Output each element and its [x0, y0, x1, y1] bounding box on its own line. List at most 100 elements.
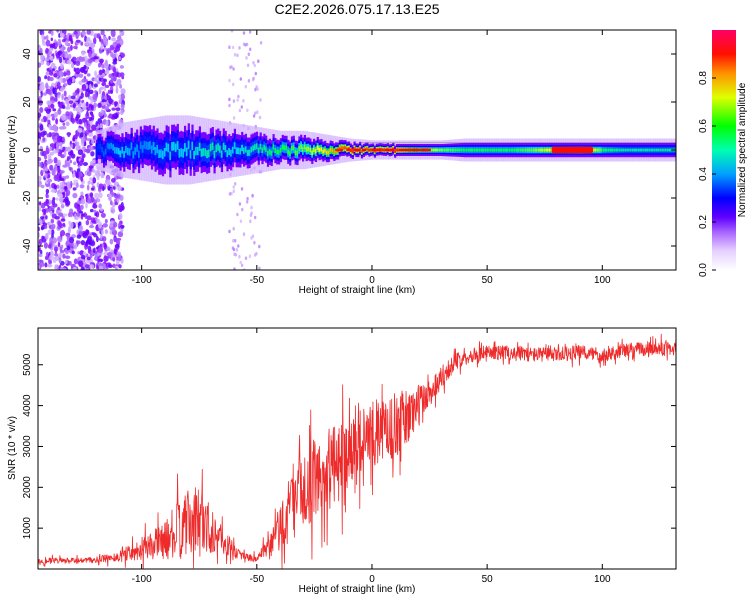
- spectrogram-cell: [230, 65, 233, 69]
- spectrogram-cell: [94, 170, 99, 177]
- spectrogram-cell: [39, 124, 44, 131]
- spectrogram-cell: [41, 235, 45, 239]
- spectrogram-cell: [174, 143, 177, 153]
- spectrogram-cell: [464, 148, 467, 152]
- spectrogram-cell: [57, 206, 60, 211]
- spectrogram-cell: [237, 244, 240, 248]
- spectrogram-cell: [94, 192, 100, 199]
- spectrogram-cell: [624, 148, 627, 152]
- spectrogram-cell: [60, 218, 66, 222]
- spectrogram-cell: [95, 93, 98, 98]
- spectrogram-cell: [250, 146, 253, 153]
- spectrogram-cell: [609, 148, 612, 152]
- spectrogram-cell: [105, 119, 109, 127]
- spectrogram-cell: [115, 240, 121, 245]
- colorbar-tick-label: 0.6: [698, 119, 709, 133]
- spectrogram-cell: [79, 184, 85, 189]
- spectrogram-cell: [373, 150, 376, 153]
- spectrogram-cell: [108, 113, 113, 118]
- spectrogram-cell: [136, 144, 139, 152]
- spectrogram-cell: [55, 165, 58, 172]
- spectrogram-cell: [38, 201, 42, 206]
- spectrogram-cell: [309, 147, 312, 153]
- spectrogram-cell: [102, 36, 108, 42]
- spectrogram-cell: [86, 256, 91, 261]
- spectrogram-cell: [626, 148, 629, 152]
- spectrogram-cell: [57, 236, 62, 243]
- spectrogram-cell: [71, 77, 75, 83]
- spectrogram-cell: [59, 177, 65, 182]
- spectrogram-cell: [98, 88, 102, 95]
- spectrogram-cell: [76, 168, 81, 173]
- spectrogram-cell: [120, 39, 124, 46]
- spectrogram-cell: [456, 148, 459, 152]
- spectrogram-cell: [67, 183, 71, 191]
- spectrogram-cell: [51, 169, 56, 176]
- spectrogram-cell: [57, 241, 61, 248]
- spectrogram-cell: [198, 142, 201, 151]
- spectrogram-cell: [453, 148, 456, 152]
- spectrogram-cell: [274, 148, 277, 153]
- spectrogram-cell: [263, 144, 266, 151]
- spectrogram-cell: [115, 107, 121, 111]
- spectrogram-cell: [101, 236, 107, 242]
- spectrogram-cell: [81, 31, 87, 36]
- spectrogram-cell: [45, 145, 49, 153]
- spectrogram-cell: [89, 264, 95, 269]
- spectrogram-cell: [116, 237, 122, 241]
- spectrogram-cell: [637, 148, 640, 152]
- spectrogram-cell: [77, 200, 82, 205]
- spectrogram-cell: [526, 148, 529, 152]
- spectrogram-cell: [204, 148, 207, 157]
- snr-y-tick-label: 3000: [22, 435, 33, 458]
- spectrogram-cell: [215, 144, 218, 153]
- spectrogram-cell: [63, 52, 69, 59]
- spectrogram-cell: [420, 148, 426, 152]
- spectrogram-cell: [55, 256, 59, 262]
- spectrogram-cell: [52, 124, 58, 132]
- spectrogram-cell: [57, 94, 61, 99]
- spectrogram-cell: [120, 103, 125, 110]
- spectrogram-cell: [354, 148, 360, 152]
- spectrogram-cell: [85, 219, 90, 226]
- spectrogram-cell: [75, 182, 79, 189]
- spectrogram-cell: [60, 86, 66, 90]
- spectrogram-cell: [65, 260, 68, 264]
- spectrogram-x-tick-label: -100: [132, 275, 152, 286]
- spectrogram-cell: [114, 101, 119, 106]
- spectrogram-cell: [532, 148, 535, 152]
- spectrogram-cell: [281, 144, 284, 150]
- spectrogram-cell: [93, 247, 96, 254]
- spectrogram-cell: [593, 148, 596, 152]
- spectrogram-cell: [230, 149, 233, 157]
- spectrogram-cell: [111, 226, 116, 233]
- spectrogram-cell: [307, 146, 310, 152]
- spectrogram-cell: [169, 151, 172, 161]
- spectrogram-cell: [38, 138, 41, 143]
- spectrogram-cell: [259, 41, 263, 45]
- spectrogram-cell: [119, 194, 124, 201]
- spectrogram-cell: [251, 234, 255, 238]
- spectrogram-cell: [65, 255, 71, 259]
- spectrogram-cell: [161, 150, 165, 160]
- spectrogram-cell: [524, 148, 528, 152]
- spectrogram-cell: [47, 90, 52, 95]
- spectrogram-cell: [604, 148, 607, 152]
- spectrogram-cell: [39, 219, 43, 226]
- spectrogram-cell: [50, 30, 54, 37]
- spectrogram-cell: [234, 182, 237, 186]
- spectrogram-cell: [49, 254, 55, 260]
- spectrogram-cell: [76, 212, 80, 218]
- spectrogram-cell: [219, 145, 222, 153]
- spectrogram-cell: [95, 121, 99, 128]
- colorbar-gradient: [712, 30, 736, 270]
- spectrogram-cell: [85, 101, 89, 107]
- spectrogram-cell: [93, 209, 97, 214]
- spectrogram-cell: [78, 197, 82, 201]
- spectrogram-cell: [465, 148, 469, 152]
- spectrogram-cell: [246, 196, 249, 201]
- spectrogram-cell: [139, 141, 142, 150]
- spectrogram-cell: [93, 37, 97, 45]
- spectrogram-cell: [108, 143, 111, 150]
- spectrogram-cell: [642, 148, 645, 152]
